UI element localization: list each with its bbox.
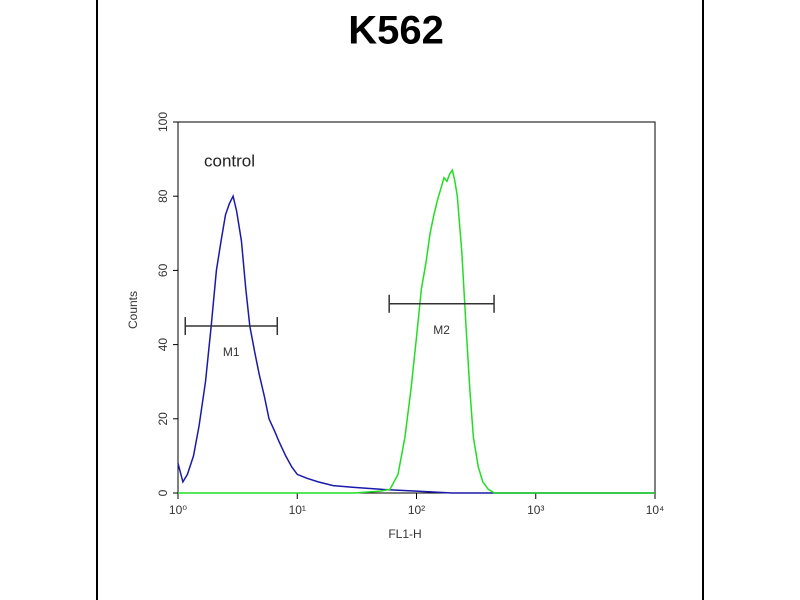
y-axis-label: Counts [126,291,140,329]
y-tick-label: 40 [156,338,170,352]
x-tick-label: 10³ [527,503,544,517]
y-tick-label: 60 [156,263,170,277]
y-tick-label: 100 [156,112,170,132]
marker-label: M2 [433,323,450,337]
histogram-line [178,168,655,494]
x-tick-label: 10⁴ [646,503,665,517]
annotation: control [204,151,255,170]
histogram-line [177,194,655,494]
y-tick-label: 20 [156,412,170,426]
marker-label: M1 [223,345,240,359]
chart-title: K562 [348,9,444,53]
y-tick-label: 80 [156,189,170,203]
x-tick-label: 10⁰ [169,503,187,517]
x-tick-label: 10² [408,503,425,517]
x-tick-label: 10¹ [289,503,306,517]
y-tick-label: 0 [156,489,170,496]
panel [97,0,703,600]
x-axis-label: FL1-H [388,527,421,541]
